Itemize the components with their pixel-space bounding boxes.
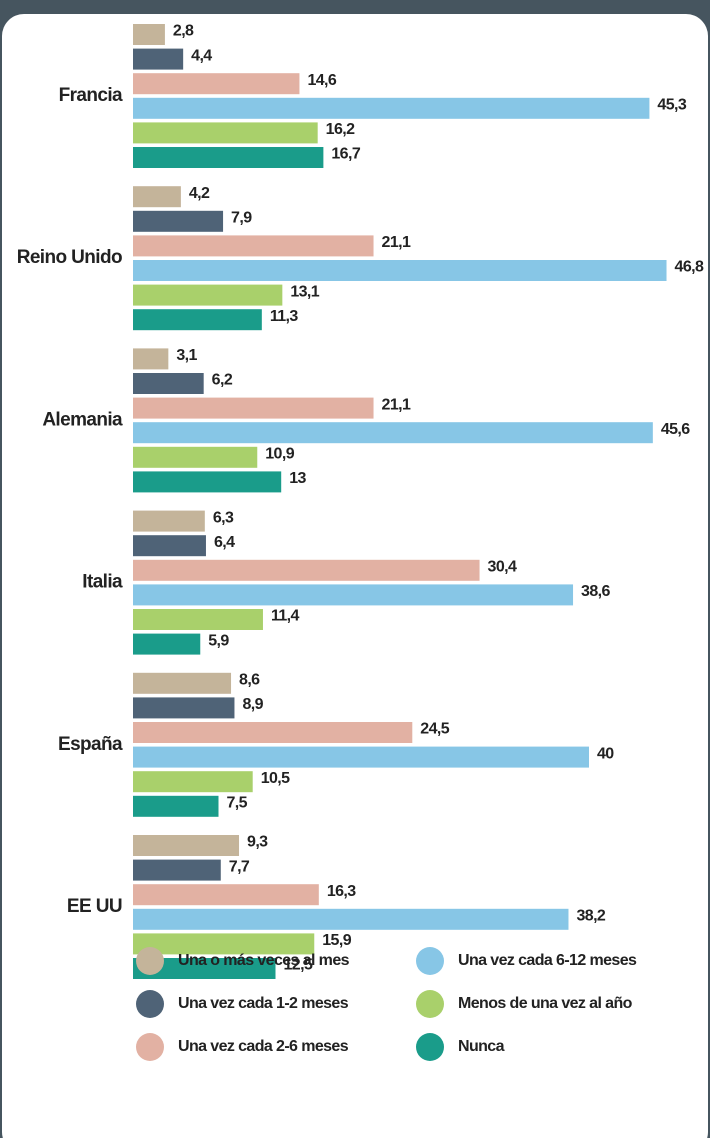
value-label: 30,4 (488, 559, 517, 576)
value-label: 15,9 (322, 932, 351, 949)
value-label: 13,1 (290, 283, 319, 300)
value-label: 8,6 (239, 672, 260, 689)
value-label: 5,9 (208, 632, 229, 649)
bar (133, 260, 667, 281)
bar (133, 609, 263, 630)
value-label: 11,3 (270, 308, 299, 325)
bar (133, 48, 184, 70)
bar (133, 722, 413, 743)
value-label: 7,9 (231, 210, 252, 227)
value-label: 9,3 (247, 834, 268, 851)
value-label: 40 (597, 745, 614, 762)
value-label: 21,1 (382, 234, 411, 251)
bar (133, 933, 315, 955)
value-label: 4,4 (191, 47, 212, 64)
bar (133, 697, 235, 719)
legend-label: Una o más veces al mes (178, 952, 350, 969)
bar (133, 746, 589, 768)
value-label: 24,5 (420, 721, 449, 738)
category-label: Italia (82, 572, 123, 593)
value-label: 6,3 (213, 509, 234, 526)
bar (133, 908, 569, 930)
bar (133, 859, 221, 881)
legend-label: Una vez cada 2-6 meses (178, 1038, 349, 1055)
value-label: 2,8 (173, 23, 194, 40)
value-label: 8,9 (242, 696, 263, 713)
value-label: 7,7 (229, 858, 250, 875)
legend-label: Menos de una vez al año (458, 995, 633, 1012)
bar (133, 535, 206, 557)
value-label: 45,6 (661, 421, 690, 438)
bar (133, 884, 319, 906)
bar (133, 122, 318, 144)
bar (133, 835, 240, 856)
value-label: 4,2 (189, 185, 210, 202)
bar (133, 584, 574, 606)
value-label: 16,7 (331, 146, 360, 163)
value-label: 6,4 (214, 534, 235, 551)
bar (133, 210, 224, 232)
bar (133, 348, 169, 370)
bar (133, 373, 204, 394)
bar (133, 446, 258, 468)
legend-swatch (136, 947, 164, 975)
value-label: 3,1 (176, 347, 197, 364)
bar (133, 795, 219, 817)
value-label: 46,8 (675, 259, 704, 276)
value-label: 11,4 (271, 608, 300, 625)
value-label: 10,5 (261, 770, 290, 787)
value-label: 16,2 (326, 121, 355, 138)
value-label: 7,5 (227, 795, 248, 812)
category-label: Francia (59, 85, 123, 106)
value-label: 21,1 (382, 396, 411, 413)
category-label: España (58, 734, 123, 755)
legend-label: Una vez cada 1-2 meses (178, 995, 349, 1012)
value-label: 16,3 (327, 883, 356, 900)
legend-label: Nunca (458, 1038, 505, 1055)
category-label: Alemania (42, 409, 123, 430)
value-label: 45,3 (657, 97, 686, 114)
legend-swatch (136, 1033, 164, 1061)
value-label: 38,6 (581, 583, 610, 600)
bar (133, 309, 262, 331)
bar (133, 186, 181, 208)
bar (133, 958, 276, 979)
bar (133, 235, 374, 257)
legend-swatch (416, 947, 444, 975)
bar (133, 97, 650, 119)
legend-swatch (416, 990, 444, 1018)
category-label: EE UU (67, 896, 122, 917)
bar (133, 284, 283, 306)
bar (133, 771, 253, 793)
bar (133, 397, 374, 419)
legend-label: Una vez cada 6-12 meses (458, 952, 637, 969)
bar (133, 147, 324, 168)
bar (133, 422, 653, 444)
legend-swatch (416, 1033, 444, 1061)
value-label: 10,9 (265, 446, 294, 463)
bar (133, 559, 480, 581)
value-label: 6,2 (212, 372, 233, 389)
bar (133, 672, 232, 694)
category-label: Reino Unido (17, 247, 122, 268)
value-label: 12,5 (284, 957, 313, 974)
bar (133, 633, 201, 655)
bar (133, 73, 300, 95)
bar (133, 471, 282, 493)
bar (133, 510, 205, 532)
value-label: 14,6 (307, 72, 336, 89)
value-label: 13 (289, 470, 306, 487)
legend-swatch (136, 990, 164, 1018)
value-label: 38,2 (576, 908, 605, 925)
bar (133, 24, 165, 45)
